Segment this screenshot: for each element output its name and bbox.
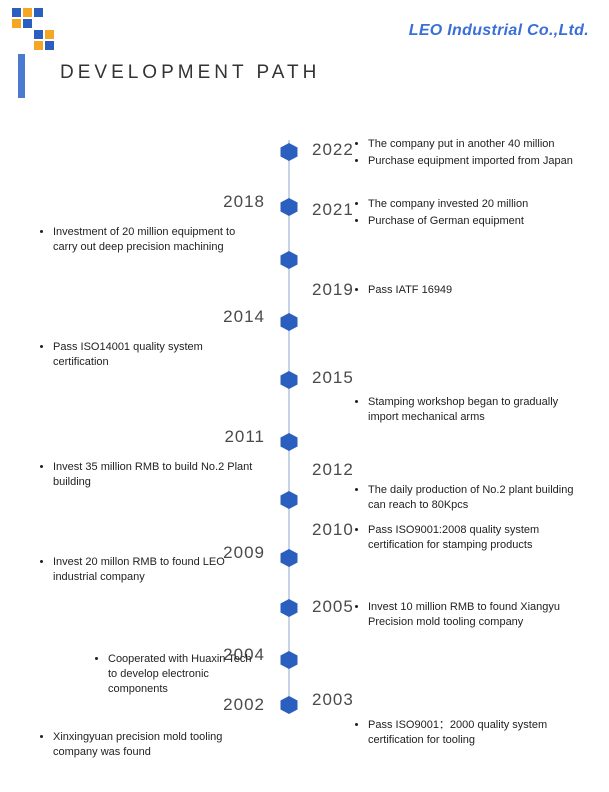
timeline-year: 2003 xyxy=(312,690,354,710)
logo-square xyxy=(45,30,54,39)
timeline-year: 2012 xyxy=(312,460,354,480)
timeline-node xyxy=(279,548,299,568)
timeline-entry: Pass ISO14001 quality system certificati… xyxy=(35,340,260,372)
timeline-year: 2011 xyxy=(205,427,265,447)
timeline-entry: Pass ISO9001：2000 quality system certifi… xyxy=(350,718,590,750)
timeline-year: 2018 xyxy=(205,192,265,212)
timeline-entry-item: Xinxingyuan precision mold tooling compa… xyxy=(53,730,260,760)
timeline-year: 2019 xyxy=(312,280,354,300)
logo-square xyxy=(45,41,54,50)
timeline-entry-item: Pass IATF 16949 xyxy=(368,283,590,298)
timeline-year: 2021 xyxy=(312,200,354,220)
logo-square xyxy=(23,8,32,17)
logo xyxy=(12,8,54,50)
logo-square xyxy=(12,19,21,28)
timeline-year: 2014 xyxy=(205,307,265,327)
timeline-axis xyxy=(288,140,290,710)
timeline-node xyxy=(279,142,299,162)
timeline-entry-item: Purchase equipment imported from Japan xyxy=(368,154,590,169)
timeline-entry-item: Invest 10 million RMB to found Xiangyu P… xyxy=(368,600,590,630)
timeline-year: 2005 xyxy=(312,597,354,617)
timeline-node xyxy=(279,432,299,452)
logo-square xyxy=(34,8,43,17)
timeline-node xyxy=(279,312,299,332)
logo-square xyxy=(12,8,21,17)
timeline-entry-item: The daily production of No.2 plant build… xyxy=(368,483,590,513)
logo-square xyxy=(34,30,43,39)
timeline-entry-item: Pass ISO9001：2000 quality system certifi… xyxy=(368,718,590,748)
timeline-entry: The daily production of No.2 plant build… xyxy=(350,483,590,515)
timeline-entry: Pass IATF 16949 xyxy=(350,283,590,300)
timeline-year: 2022 xyxy=(312,140,354,160)
timeline-node xyxy=(279,250,299,270)
timeline-node xyxy=(279,490,299,510)
timeline-entry-item: Cooperated with Huaxin Tech to develop e… xyxy=(108,652,255,697)
timeline-entry-item: Purchase of German equipment xyxy=(368,214,590,229)
timeline-entry: Invest 10 million RMB to found Xiangyu P… xyxy=(350,600,590,632)
timeline-entry: Cooperated with Huaxin Tech to develop e… xyxy=(60,652,255,699)
timeline-entry: The company put in another 40 million Pur… xyxy=(350,137,590,171)
title-accent-bar xyxy=(18,54,25,98)
timeline-entry-item: Invest 20 millon RMB to found LEO indust… xyxy=(53,555,260,585)
page-title: DEVELOPMENT PATH xyxy=(60,62,320,84)
timeline-node xyxy=(279,695,299,715)
timeline-entry-item: The company put in another 40 million xyxy=(368,137,590,152)
timeline-entry-item: Invest 35 million RMB to build No.2 Plan… xyxy=(53,460,260,490)
timeline-entry: The company invested 20 million Purchase … xyxy=(350,197,590,231)
timeline-entry-item: The company invested 20 million xyxy=(368,197,590,212)
timeline-entry: Invest 35 million RMB to build No.2 Plan… xyxy=(35,460,260,492)
timeline-entry: Pass ISO9001:2008 quality system certifi… xyxy=(350,523,590,555)
timeline-entry: Invest 20 millon RMB to found LEO indust… xyxy=(35,555,260,587)
timeline-node xyxy=(279,197,299,217)
timeline-entry: Xinxingyuan precision mold tooling compa… xyxy=(35,730,260,762)
timeline-node xyxy=(279,650,299,670)
timeline-entry-item: Stamping workshop began to gradually imp… xyxy=(368,395,590,425)
logo-square xyxy=(23,19,32,28)
company-name: LEO Industrial Co.,Ltd. xyxy=(409,22,589,40)
logo-square xyxy=(34,41,43,50)
timeline-year: 2015 xyxy=(312,368,354,388)
timeline-entry-item: Pass ISO9001:2008 quality system certifi… xyxy=(368,523,590,553)
timeline-node xyxy=(279,370,299,390)
timeline-entry: Investment of 20 million equipment to ca… xyxy=(35,225,260,257)
timeline-entry-item: Investment of 20 million equipment to ca… xyxy=(53,225,260,255)
timeline-entry: Stamping workshop began to gradually imp… xyxy=(350,395,590,427)
timeline-entry-item: Pass ISO14001 quality system certificati… xyxy=(53,340,260,370)
timeline-year: 2010 xyxy=(312,520,354,540)
timeline-node xyxy=(279,598,299,618)
